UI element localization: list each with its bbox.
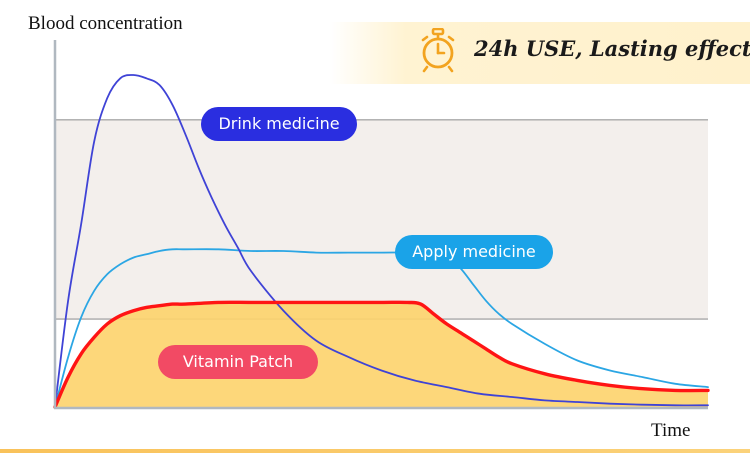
bottom-accent-bar bbox=[0, 449, 750, 453]
vitamin-patch-area bbox=[55, 302, 708, 407]
series-label-apply-medicine: Apply medicine bbox=[395, 235, 553, 269]
series-label-vitamin-patch: Vitamin Patch bbox=[158, 345, 318, 379]
banner-text: 24h USE, Lasting effect bbox=[474, 36, 750, 61]
banner bbox=[330, 22, 750, 84]
drink-medicine-line bbox=[54, 74, 709, 408]
alarm-clock-icon bbox=[421, 28, 455, 73]
series-label-drink-medicine: Drink medicine bbox=[201, 107, 357, 141]
apply-medicine-line bbox=[54, 248, 709, 408]
vitamin-patch-line bbox=[53, 300, 710, 409]
effective-range-band bbox=[55, 119, 708, 320]
y-axis-label: Blood concentration bbox=[28, 13, 183, 34]
x-axis-label: Time bbox=[651, 420, 691, 441]
